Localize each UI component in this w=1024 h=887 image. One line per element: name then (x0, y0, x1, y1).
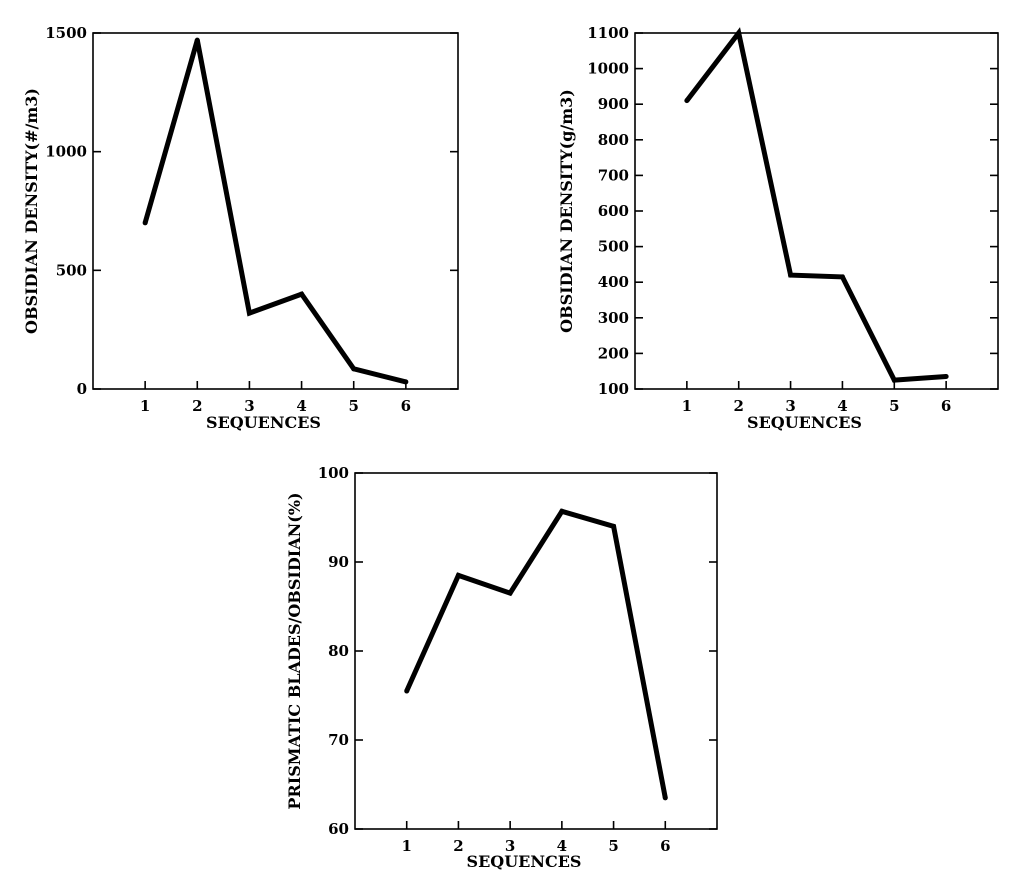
x-tick-label: 5 (608, 837, 618, 855)
data-point (246, 310, 252, 316)
x-axis-label: SEQUENCES (467, 852, 582, 871)
y-tick-label: 500 (598, 238, 629, 256)
x-axis-label: SEQUENCES (747, 413, 862, 432)
x-tick-label: 3 (505, 837, 515, 855)
data-point (788, 272, 794, 278)
data-point (839, 274, 845, 280)
y-tick-label: 300 (598, 309, 629, 327)
y-tick-label: 1000 (587, 60, 629, 78)
x-axis-label: SEQUENCES (206, 413, 321, 432)
y-tick-label: 60 (328, 820, 349, 838)
y-tick-label: 100 (318, 464, 349, 482)
series-line (142, 39, 407, 385)
x-tick-label: 6 (401, 397, 411, 415)
plot-frame (92, 32, 459, 390)
x-tick-label: 4 (557, 837, 567, 855)
data-point (455, 572, 461, 578)
x-tick-label: 3 (785, 397, 795, 415)
x-tick-label: 1 (682, 397, 692, 415)
data-point (662, 795, 668, 801)
y-tick-label: 1100 (587, 24, 629, 42)
data-point (404, 688, 410, 694)
x-tick-label: 5 (348, 397, 358, 415)
y-tick-label: 700 (598, 166, 629, 184)
data-point (403, 379, 409, 385)
x-tick-label: 2 (192, 397, 202, 415)
x-tick-label: 1 (401, 837, 411, 855)
data-point (507, 590, 513, 596)
y-tick-label: 900 (598, 95, 629, 113)
y-tick-label: 600 (598, 202, 629, 220)
x-tick-label: 5 (889, 397, 899, 415)
y-axis-label: PRISMATIC BLADES/OBSIDIAN(%) (285, 492, 304, 809)
x-tick-label: 6 (660, 837, 670, 855)
y-tick-label: 70 (328, 731, 349, 749)
data-point (194, 37, 200, 43)
data-point (684, 98, 690, 104)
data-point (891, 377, 897, 383)
chart-2: 1 2 3 4 5 6 100 200 300 400 500 600 700 800 900 1000 110… (557, 24, 999, 432)
chart-3: 1 2 3 4 5 6 60 70 80 90 100 SEQUENCES PRISMATIC BLAD… (285, 464, 718, 871)
y-tick-label: 400 (598, 273, 629, 291)
data-point (736, 30, 742, 36)
data-point (142, 220, 148, 226)
y-tick-label: 1000 (45, 143, 87, 161)
data-point (559, 508, 565, 514)
x-tick-label: 3 (244, 397, 254, 415)
data-point (943, 374, 949, 380)
data-point (611, 523, 617, 529)
y-tick-label: 800 (598, 131, 629, 149)
data-point (351, 366, 357, 372)
y-tick-label: 1500 (45, 24, 87, 42)
y-tick-label: 500 (56, 261, 87, 279)
x-tick-label: 4 (837, 397, 847, 415)
chart-1: 1 2 3 4 5 6 0 500 1000 1500 SEQUENCES OBSIDIAN DENS… (22, 24, 459, 432)
x-tick-label: 4 (296, 397, 306, 415)
series-line (404, 508, 668, 799)
y-axis-label: OBSIDIAN DENSITY(g/m3) (557, 89, 576, 333)
data-point (299, 291, 305, 297)
y-axis-label: OBSIDIAN DENSITY(#/m3) (22, 88, 41, 334)
y-tick-label: 0 (77, 380, 87, 398)
plot-frame (634, 32, 999, 390)
y-tick-label: 90 (328, 553, 349, 571)
x-tick-label: 2 (453, 837, 463, 855)
series-line (684, 27, 947, 383)
y-tick-label: 100 (598, 380, 629, 398)
y-tick-label: 200 (598, 344, 629, 362)
x-tick-label: 2 (733, 397, 743, 415)
x-tick-label: 6 (941, 397, 951, 415)
x-tick-label: 1 (140, 397, 150, 415)
y-tick-label: 80 (328, 642, 349, 660)
